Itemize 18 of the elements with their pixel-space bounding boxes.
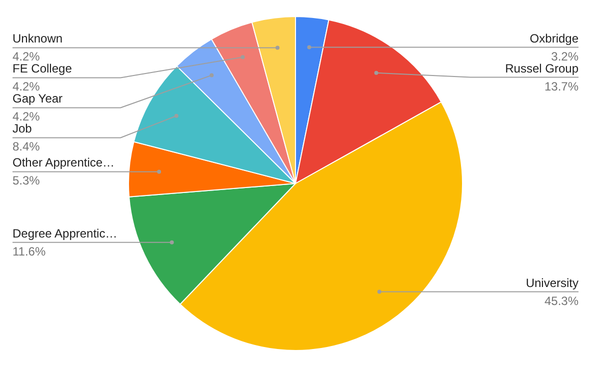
slice-label: Other Apprentice…	[12, 156, 115, 170]
slice-label: Unknown	[12, 32, 63, 46]
data-label: 4.2%	[12, 110, 40, 124]
data-label: 5.3%	[12, 174, 40, 188]
data-label: 45.3%	[544, 294, 579, 308]
data-label: 4.2%	[12, 50, 40, 64]
slice-label: Russel Group	[505, 61, 579, 76]
slice-label: University	[526, 276, 579, 290]
data-label: 4.2%	[12, 80, 40, 94]
slice-label: Degree Apprentic…	[12, 226, 118, 240]
data-label: 8.4%	[12, 140, 40, 154]
data-label: 11.6%	[12, 244, 46, 258]
slice-label: Job	[12, 122, 32, 136]
data-label: 13.7%	[544, 79, 579, 94]
slice-label: Oxbridge	[530, 31, 579, 46]
slice-label: Gap Year	[12, 92, 63, 106]
data-label: 3.2%	[551, 49, 579, 64]
slice-label: FE College	[12, 62, 72, 76]
